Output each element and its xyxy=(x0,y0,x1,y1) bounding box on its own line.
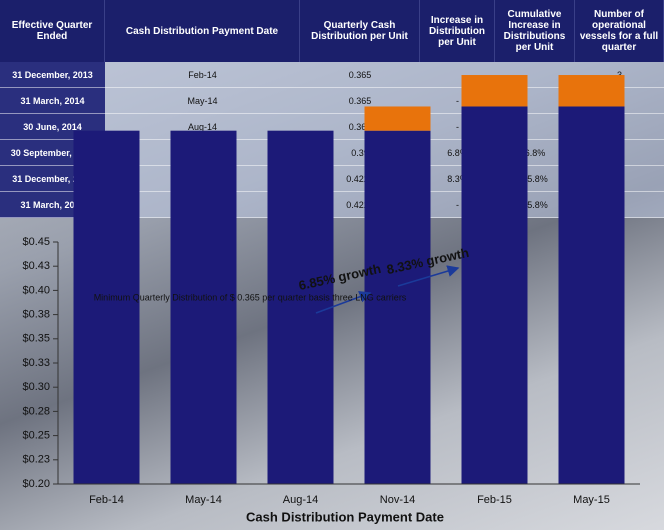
y-tick-label: $0.20 xyxy=(22,478,50,490)
bar-segment xyxy=(73,130,140,484)
x-tick-label: May-14 xyxy=(185,494,222,506)
y-tick-label: $0.38 xyxy=(22,309,50,321)
x-tick-label: May-15 xyxy=(573,494,610,506)
bar-segment xyxy=(364,106,431,131)
bar-segment xyxy=(558,106,625,484)
table-cell: May-14 xyxy=(105,88,300,114)
bar-segment xyxy=(558,75,625,107)
y-tick-label: $0.30 xyxy=(22,381,50,393)
header-cell: Cash Distribution Payment Date xyxy=(105,0,300,62)
table-cell: 31 March, 2014 xyxy=(0,88,105,114)
header-row: Effective Quarter Ended Cash Distribution… xyxy=(0,0,664,62)
growth-arrow xyxy=(315,291,372,314)
table-cell: 31 December, 2013 xyxy=(0,62,105,88)
y-tick-label: $0.35 xyxy=(22,333,50,345)
header-cell: Effective Quarter Ended xyxy=(0,0,105,62)
y-tick-label: $0.43 xyxy=(22,260,50,272)
bar-segment xyxy=(364,130,431,484)
bar-segment xyxy=(461,75,528,107)
x-axis-title: Cash Distribution Payment Date xyxy=(246,509,444,524)
table-cell: Feb-14 xyxy=(105,62,300,88)
y-tick-label: $0.25 xyxy=(22,430,50,442)
bar-segment xyxy=(170,130,237,484)
bar-segment xyxy=(267,130,334,484)
y-tick-label: $0.33 xyxy=(22,357,50,369)
header-cell: Quarterly Cash Distribution per Unit xyxy=(300,0,420,62)
header-cell: Cumulative Increase in Distributions per… xyxy=(495,0,575,62)
header-cell: Number of operational vessels for a full… xyxy=(575,0,664,62)
y-tick-label: $0.28 xyxy=(22,405,50,417)
y-tick-label: $0.23 xyxy=(22,454,50,466)
y-tick-label: $0.45 xyxy=(22,236,50,248)
x-tick-label: Aug-14 xyxy=(283,494,318,506)
annotation: Minimum Quarterly Distribution of $ 0.36… xyxy=(94,292,407,302)
growth-arrow xyxy=(397,265,460,287)
y-tick-label: $0.40 xyxy=(22,284,50,296)
x-tick-label: Nov-14 xyxy=(380,494,415,506)
table-cell: 0.365 xyxy=(300,62,420,88)
header-cell: Increase in Distribution per Unit xyxy=(420,0,495,62)
x-tick-label: Feb-14 xyxy=(89,494,124,506)
x-tick-label: Feb-15 xyxy=(477,494,512,506)
bar-segment xyxy=(461,106,528,484)
